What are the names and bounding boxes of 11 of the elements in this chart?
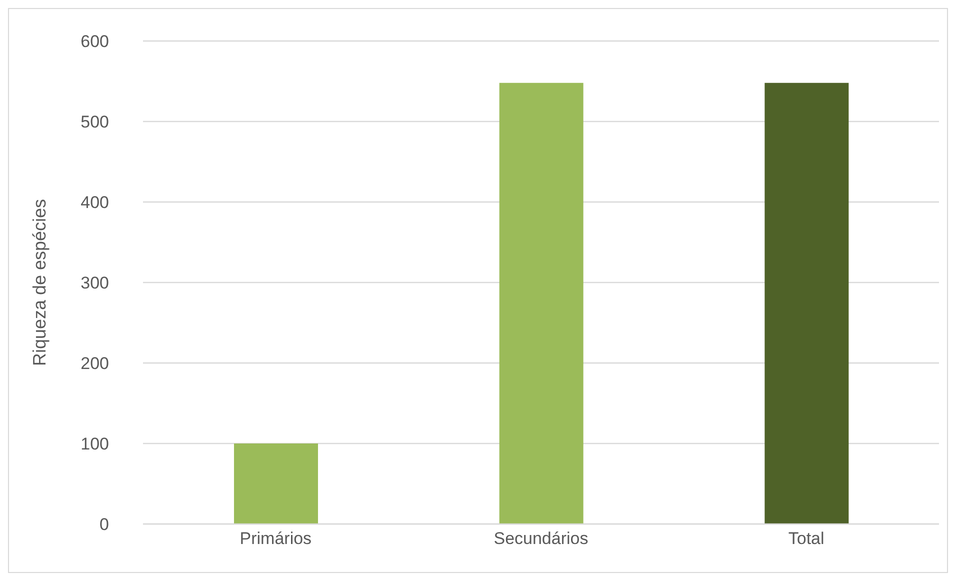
y-tick-label: 200 [80,354,109,374]
y-tick-label: 300 [80,274,109,293]
y-tick-label: 0 [100,515,109,534]
y-tick-label: 500 [80,112,109,132]
y-axis-title: Riqueza de espécies [29,198,50,366]
y-tick-label: 600 [80,32,109,52]
y-tick-label: 400 [80,193,109,212]
x-tick-label: Primários [240,529,312,548]
x-tick-label: Total [788,529,824,548]
x-tick-label: Secundários [494,529,588,548]
y-tick-label: 100 [80,434,109,454]
